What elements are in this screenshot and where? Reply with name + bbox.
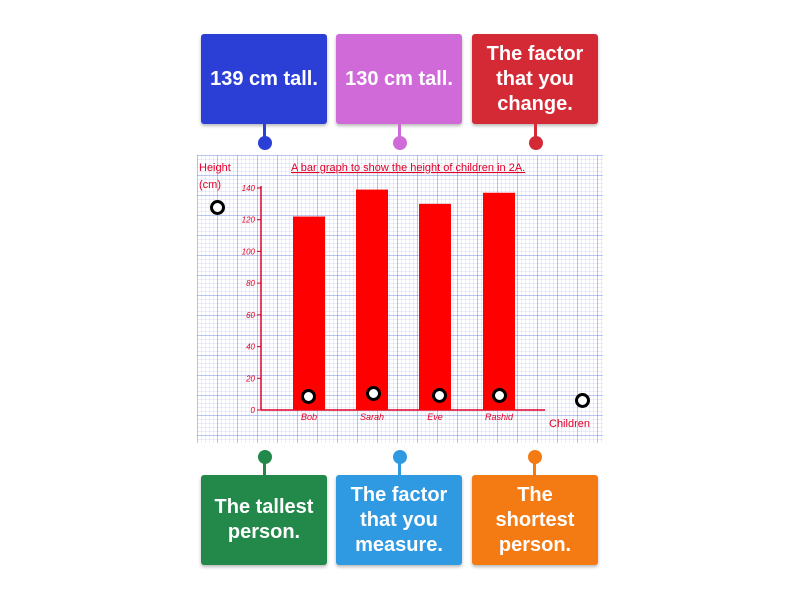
- bar-eve: [419, 203, 451, 410]
- y-tick-label: 60: [246, 311, 255, 320]
- drop-target-rashid[interactable]: [492, 388, 507, 403]
- label-factor-you-measure[interactable]: The factor that you measure.: [336, 475, 462, 565]
- label-139cm-tall-pin: [258, 136, 272, 150]
- x-axis-label: Children: [549, 418, 590, 430]
- label-shortest-person-pin-stem: [533, 456, 536, 476]
- y-axis-label-line1: Height: [199, 162, 231, 174]
- label-130cm-tall-text: 130 cm tall.: [345, 67, 453, 90]
- label-factor-you-change-pin: [529, 136, 543, 150]
- x-tick-label: Bob: [301, 412, 317, 422]
- y-tick-label: 0: [251, 406, 256, 415]
- label-130cm-tall-pin-stem: [398, 124, 401, 142]
- bar-rashid: [483, 192, 515, 410]
- y-axis-label-line2: (cm): [199, 179, 221, 191]
- label-139cm-tall-text: 139 cm tall.: [210, 67, 318, 90]
- label-tallest-person-pin-stem: [263, 456, 266, 476]
- label-factor-you-measure-text: The factor that you measure.: [350, 483, 448, 556]
- label-tallest-person[interactable]: The tallest person.: [201, 475, 327, 565]
- x-tick-label: Rashid: [485, 412, 514, 422]
- drop-target-sarah[interactable]: [366, 386, 381, 401]
- drop-target-bob[interactable]: [301, 389, 316, 404]
- graph-title: A bar graph to show the height of childr…: [291, 162, 525, 174]
- bar-sarah: [356, 189, 388, 410]
- x-tick-label: Sarah: [360, 412, 384, 422]
- label-130cm-tall-pin: [393, 136, 407, 150]
- y-tick-label: 100: [242, 247, 256, 256]
- drop-target-eve[interactable]: [432, 388, 447, 403]
- label-factor-you-change-pin-stem: [534, 124, 537, 142]
- x-tick-label: Eve: [427, 412, 443, 422]
- bar-graph: A bar graph to show the height of childr…: [197, 155, 603, 443]
- y-tick-label: 20: [245, 374, 255, 383]
- label-factor-you-change[interactable]: The factor that you change.: [472, 34, 598, 124]
- label-shortest-person[interactable]: The shortest person.: [472, 475, 598, 565]
- label-tallest-person-text: The tallest person.: [214, 496, 314, 543]
- y-tick-label: 80: [246, 279, 255, 288]
- y-tick-label: 120: [242, 216, 256, 225]
- label-shortest-person-text: The shortest person.: [495, 483, 575, 556]
- label-factor-you-measure-pin-stem: [398, 456, 401, 476]
- chart-layer: 0 20 40 60 80 100 120 140 Bob Sarah Eve Rashid: [242, 184, 545, 422]
- label-139cm-tall-pin-stem: [263, 124, 266, 142]
- y-tick-label: 40: [246, 343, 255, 352]
- bar-bob: [293, 216, 325, 410]
- label-139cm-tall[interactable]: 139 cm tall.: [201, 34, 327, 124]
- drop-target-y-axis[interactable]: [210, 200, 225, 215]
- drop-target-x-axis[interactable]: [575, 393, 590, 408]
- label-factor-you-change-text: The factor that you change.: [486, 42, 584, 115]
- label-130cm-tall[interactable]: 130 cm tall.: [336, 34, 462, 124]
- y-tick-label: 140: [242, 184, 256, 193]
